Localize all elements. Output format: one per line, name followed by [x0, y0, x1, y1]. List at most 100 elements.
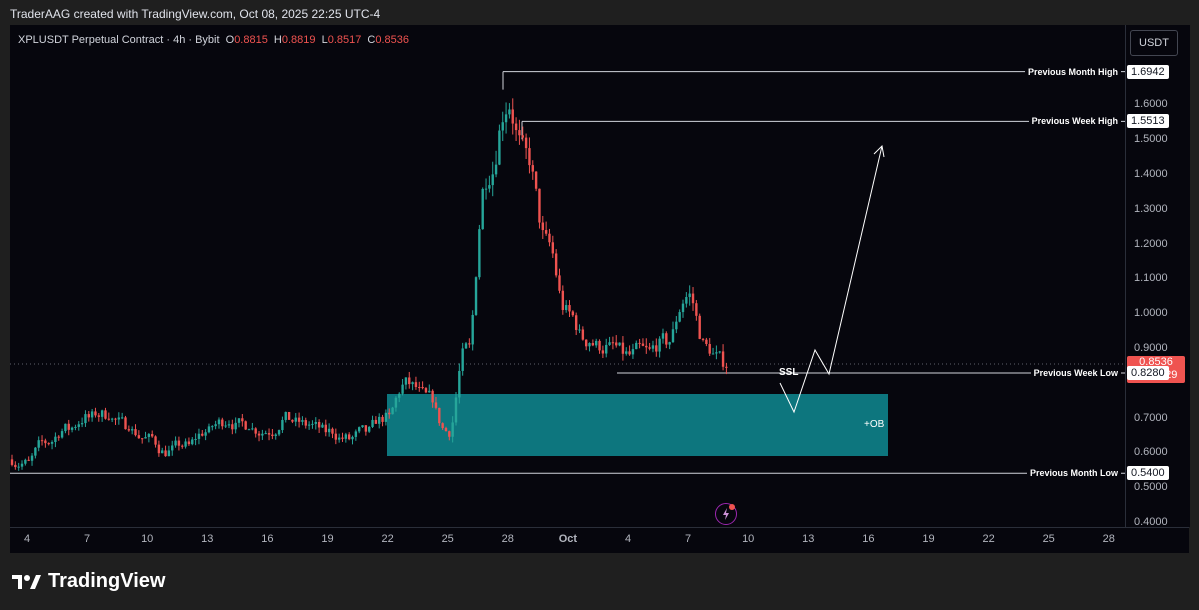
price-tick: 0.4000	[1134, 516, 1168, 528]
time-tick: 19	[922, 533, 935, 545]
candle-body	[418, 387, 421, 389]
time-axis[interactable]	[10, 527, 1189, 553]
candle-body	[77, 424, 80, 427]
candle-body	[698, 315, 701, 339]
price-tick: 1.3000	[1134, 202, 1168, 215]
candle-body	[541, 222, 544, 231]
candle-body	[564, 305, 568, 310]
candle-body	[681, 303, 685, 313]
tradingview-logo[interactable]: TradingView	[12, 570, 165, 593]
candle-body	[638, 342, 641, 344]
price-tick: 0.6000	[1134, 446, 1168, 459]
chart-pane[interactable]	[10, 25, 1189, 552]
tradingview-logo-text: TradingView	[48, 570, 166, 592]
candle-body	[324, 424, 328, 433]
time-tick: 10	[742, 533, 755, 545]
candle-body	[715, 352, 718, 354]
candle-body	[518, 130, 521, 136]
time-tick: 25	[1042, 533, 1055, 545]
candle-body	[401, 384, 404, 394]
candle-body	[114, 418, 117, 420]
time-tick: 10	[141, 533, 154, 545]
high-key: H	[273, 34, 282, 46]
candle-body	[314, 422, 317, 424]
candle-body	[514, 123, 518, 131]
candle-body	[197, 433, 201, 439]
candle-body	[187, 441, 191, 445]
candle-body	[598, 340, 601, 351]
current-price-value: 0.8536	[1139, 356, 1173, 368]
candle-body	[40, 440, 44, 442]
candle-body	[635, 342, 638, 350]
candle-body	[97, 415, 100, 417]
time-tick: 16	[261, 533, 274, 545]
candle-body	[297, 417, 301, 422]
candle-body	[104, 410, 107, 419]
candle-body	[691, 293, 695, 304]
candle-body	[611, 342, 615, 344]
candle-body	[57, 436, 60, 438]
candle-body	[151, 434, 154, 437]
candle-body	[605, 344, 608, 354]
high-value: 0.8819	[281, 34, 316, 46]
candle-body	[711, 353, 715, 355]
candle-body	[364, 425, 368, 432]
candle-body	[20, 463, 24, 467]
lightning-icon[interactable]	[715, 503, 737, 525]
candle-body	[227, 424, 231, 426]
candle-body	[458, 370, 461, 398]
candle-body	[648, 347, 651, 349]
candle-body	[47, 443, 50, 445]
level-label: Previous Month High	[1025, 66, 1121, 77]
candle-body	[201, 433, 204, 436]
candle-body	[184, 441, 187, 447]
candle-body	[695, 303, 698, 316]
candle-body	[464, 343, 468, 349]
time-tick: 4	[23, 533, 31, 545]
candle-body	[421, 387, 424, 389]
candle-body	[347, 434, 351, 440]
candle-body	[90, 411, 94, 418]
candle-body	[454, 397, 458, 423]
price-axis[interactable]	[1125, 25, 1190, 527]
candle-body	[194, 438, 197, 440]
candle-body	[244, 421, 247, 430]
candle-body	[191, 439, 194, 445]
candle-body	[241, 418, 244, 422]
candle-body	[64, 423, 67, 432]
candle-body	[164, 450, 167, 457]
time-tick: 4	[624, 533, 632, 545]
time-tick: 7	[84, 533, 91, 545]
candle-body	[277, 430, 281, 435]
candle-body	[488, 185, 491, 189]
level-label: Previous Month Low	[1026, 468, 1121, 479]
candle-body	[60, 431, 64, 438]
close-key: C	[367, 34, 376, 46]
candle-body	[625, 351, 628, 354]
candle-body	[481, 188, 484, 230]
candle-body	[595, 340, 598, 346]
candle-body	[181, 445, 184, 447]
candle-body	[124, 417, 127, 430]
price-tick: 1.5000	[1134, 133, 1168, 146]
candle-body	[304, 420, 307, 426]
currency-button[interactable]: USDT	[1130, 30, 1178, 56]
candle-body	[334, 433, 338, 440]
candle-body	[554, 253, 558, 276]
candle-body	[561, 290, 565, 310]
candle-body	[144, 436, 147, 439]
candle-body	[10, 459, 14, 465]
candle-body	[100, 410, 104, 417]
candle-body	[251, 428, 254, 430]
candle-body	[120, 417, 124, 419]
candle-body	[504, 114, 508, 123]
candle-body	[708, 344, 711, 354]
candle-body	[468, 343, 471, 345]
order-block-label: +OB	[864, 419, 885, 430]
candle-body	[571, 311, 575, 316]
candle-body	[110, 418, 114, 420]
low-key: L	[321, 34, 328, 46]
ssl-label: SSL	[779, 367, 799, 378]
candle-body	[331, 428, 334, 434]
